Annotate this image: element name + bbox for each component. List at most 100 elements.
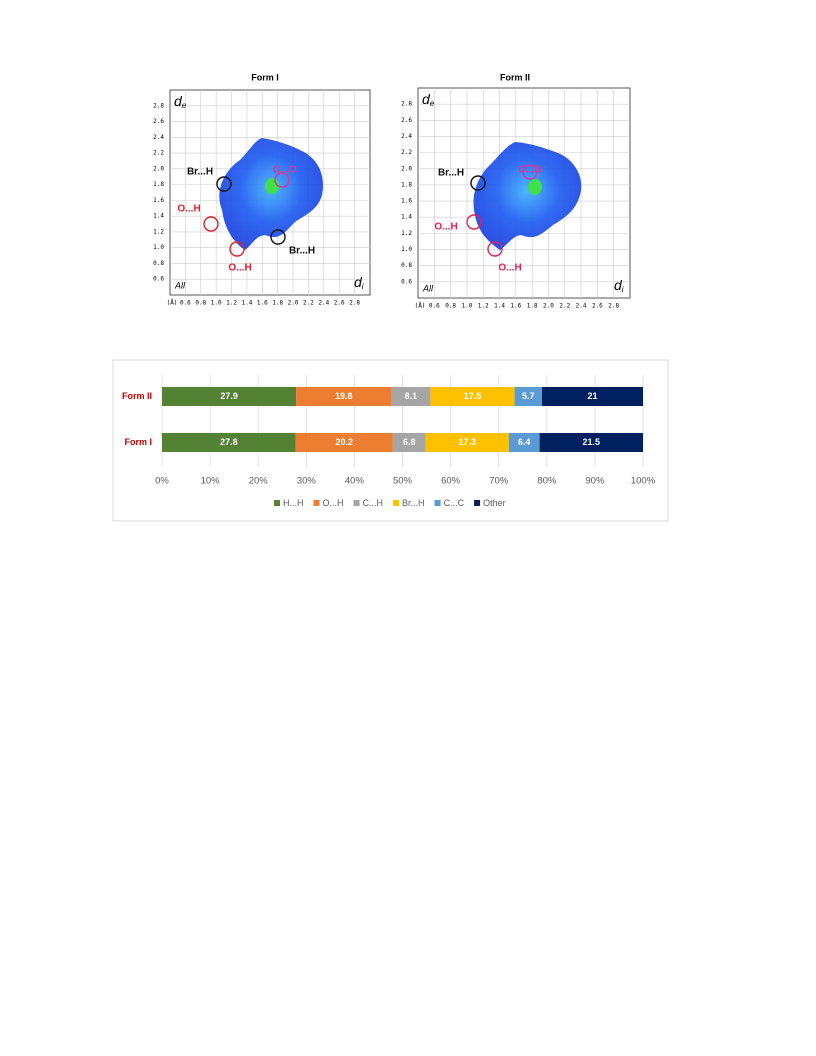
annotation-circle bbox=[203, 216, 219, 232]
y-tick-label: 0.8 bbox=[153, 260, 164, 267]
annotation: O...H bbox=[434, 222, 457, 233]
fingerprint-blob bbox=[219, 138, 324, 250]
value-label: 21.5 bbox=[583, 437, 601, 447]
plot-title: Form I bbox=[251, 72, 279, 82]
x-tick-label: 0.6 bbox=[429, 303, 440, 310]
y-tick-label: 1.0 bbox=[401, 246, 412, 253]
bar-segment bbox=[295, 433, 393, 452]
legend-label: Other bbox=[483, 498, 506, 508]
y-tick-label: 1.4 bbox=[401, 214, 412, 221]
y-tick-label: 1.6 bbox=[153, 197, 164, 204]
x-axis-label: di bbox=[354, 274, 364, 291]
x-tick-label: 90% bbox=[585, 476, 605, 487]
value-label: 8.1 bbox=[405, 391, 418, 401]
y-tick-label: 1.8 bbox=[401, 181, 412, 188]
legend-swatch bbox=[393, 500, 400, 506]
x-tick-label: 10% bbox=[201, 476, 221, 487]
y-tick-label: 1.4 bbox=[153, 213, 164, 220]
bar-segment bbox=[162, 387, 297, 406]
x-tick-label: 2.0 bbox=[288, 300, 299, 307]
y-tick-label: 0.6 bbox=[401, 278, 412, 285]
y-axis-label-main: d bbox=[422, 91, 431, 107]
value-label: 20.2 bbox=[336, 437, 354, 447]
y-axis-label-sub: e bbox=[182, 101, 187, 110]
y-tick-label: 2.0 bbox=[401, 165, 412, 172]
y-tick-label: 1.2 bbox=[401, 230, 412, 237]
value-label: 17.5 bbox=[464, 391, 482, 401]
x-tick-label: 2.2 bbox=[559, 303, 570, 310]
x-tick-label: 2.8 bbox=[608, 303, 619, 310]
legend-swatch bbox=[313, 500, 320, 506]
annotation: O...O bbox=[518, 165, 542, 176]
annotation-circle bbox=[270, 229, 286, 245]
category-label: Form II bbox=[122, 391, 152, 401]
value-label: 27.9 bbox=[220, 391, 238, 401]
value-label: 6.8 bbox=[403, 437, 416, 447]
x-unit: (Å) bbox=[415, 303, 426, 310]
annotation: O...O bbox=[273, 165, 297, 176]
y-tick-label: 1.8 bbox=[153, 181, 164, 188]
y-axis-label-sub: e bbox=[430, 99, 435, 108]
annotation: O...H bbox=[228, 263, 251, 274]
value-label: 5.7 bbox=[522, 391, 535, 401]
x-tick-label: 2.4 bbox=[318, 300, 329, 307]
bar-segment bbox=[162, 433, 296, 452]
x-tick-label: 2.4 bbox=[576, 303, 587, 310]
y-tick-label: 1.0 bbox=[153, 244, 164, 251]
x-tick-label: 100% bbox=[631, 476, 656, 487]
x-tick-label: 1.8 bbox=[272, 300, 283, 307]
legend-swatch bbox=[274, 500, 280, 506]
fingerprint-spot bbox=[528, 179, 542, 195]
y-tick-label: 2.4 bbox=[153, 134, 164, 141]
legend-label: Br...H bbox=[402, 498, 425, 508]
x-tick-label: 2.6 bbox=[592, 303, 603, 310]
bar-segment bbox=[392, 433, 426, 452]
annotation: O...H bbox=[498, 263, 521, 274]
x-tick-label: 40% bbox=[345, 476, 365, 487]
y-tick-label: 2.4 bbox=[401, 133, 412, 140]
x-tick-label: 70% bbox=[489, 476, 509, 487]
y-tick-label: 2.8 bbox=[153, 102, 164, 109]
annotation-circle bbox=[466, 214, 482, 230]
bar-segment bbox=[391, 387, 431, 406]
bar-segment bbox=[425, 433, 509, 452]
category-label: Form I bbox=[124, 437, 152, 447]
legend-swatch bbox=[474, 500, 481, 506]
annotation-circle bbox=[216, 176, 232, 192]
y-tick-label: 2.0 bbox=[153, 165, 164, 172]
y-axis-label: de bbox=[422, 91, 435, 108]
legend-label: O...H bbox=[323, 498, 344, 508]
bar-segment bbox=[514, 387, 542, 406]
x-tick-label: 0% bbox=[155, 476, 169, 487]
x-tick-label: 60% bbox=[441, 476, 461, 487]
y-axis-label-main: d bbox=[174, 93, 183, 109]
fingerprint-blob bbox=[473, 142, 582, 250]
x-tick-label: 0.8 bbox=[195, 300, 206, 307]
bar-segment bbox=[430, 387, 515, 406]
x-tick-label: 1.6 bbox=[257, 300, 268, 307]
x-tick-label: 2.8 bbox=[349, 300, 360, 307]
y-tick-label: 2.8 bbox=[401, 101, 412, 108]
bar-segment bbox=[539, 433, 643, 452]
bar-segment bbox=[296, 387, 392, 406]
y-tick-label: 1.6 bbox=[401, 198, 412, 205]
x-tick-label: 50% bbox=[393, 476, 413, 487]
y-tick-label: 2.6 bbox=[153, 118, 164, 125]
legend-swatch bbox=[434, 500, 441, 506]
corner-label: All bbox=[422, 283, 434, 293]
value-label: 19.8 bbox=[335, 391, 353, 401]
annotation: Br...H bbox=[187, 167, 213, 178]
x-tick-label: 1.2 bbox=[226, 300, 237, 307]
legend-label: C...H bbox=[363, 498, 384, 508]
y-tick-label: 1.2 bbox=[153, 228, 164, 235]
bar-segment bbox=[508, 433, 540, 452]
x-tick-label: 2.2 bbox=[303, 300, 314, 307]
y-tick-label: 0.8 bbox=[401, 262, 412, 269]
x-axis-label-main: d bbox=[354, 274, 363, 290]
x-axis-label-main: d bbox=[614, 277, 623, 293]
x-tick-label: 1.6 bbox=[510, 303, 521, 310]
annotation-circle bbox=[470, 175, 486, 191]
value-label: 27.8 bbox=[220, 437, 238, 447]
